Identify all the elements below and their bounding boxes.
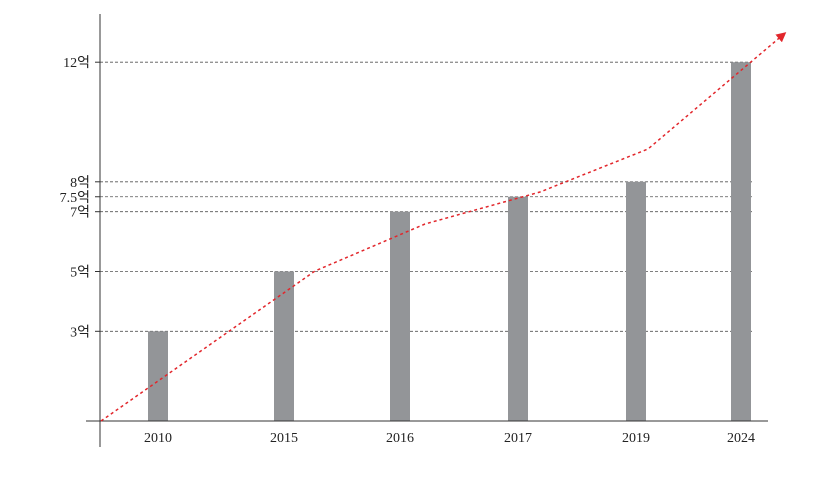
bar-2010: [148, 331, 168, 421]
x-tick-label: 2015: [270, 431, 298, 446]
bar-2015: [274, 271, 294, 421]
x-tick-label: 2024: [727, 431, 755, 446]
y-tick-label: 5억: [70, 265, 90, 281]
gridlines: [100, 61, 752, 332]
y-tick-label: 7억: [70, 205, 90, 221]
y-tick-label: 7.5억: [60, 190, 90, 206]
bar-2016: [390, 211, 410, 421]
y-tick-label: 3억: [70, 324, 90, 340]
bar-2019: [626, 181, 646, 421]
x-tick-label: 2019: [622, 431, 650, 446]
y-tick-label: 12억: [63, 55, 90, 71]
x-tick-label: 2017: [504, 431, 532, 446]
x-tick-label: 2010: [144, 431, 172, 446]
x-tick-label: 2016: [386, 431, 414, 446]
trend-arrow: [100, 32, 787, 422]
bar-2024: [731, 62, 751, 421]
y-tick-label: 8억: [70, 175, 90, 191]
bars: [148, 62, 751, 421]
x-tick-labels: 2010 2015 2016 2017 2019 2024: [144, 431, 755, 446]
bar-2017: [508, 196, 528, 421]
